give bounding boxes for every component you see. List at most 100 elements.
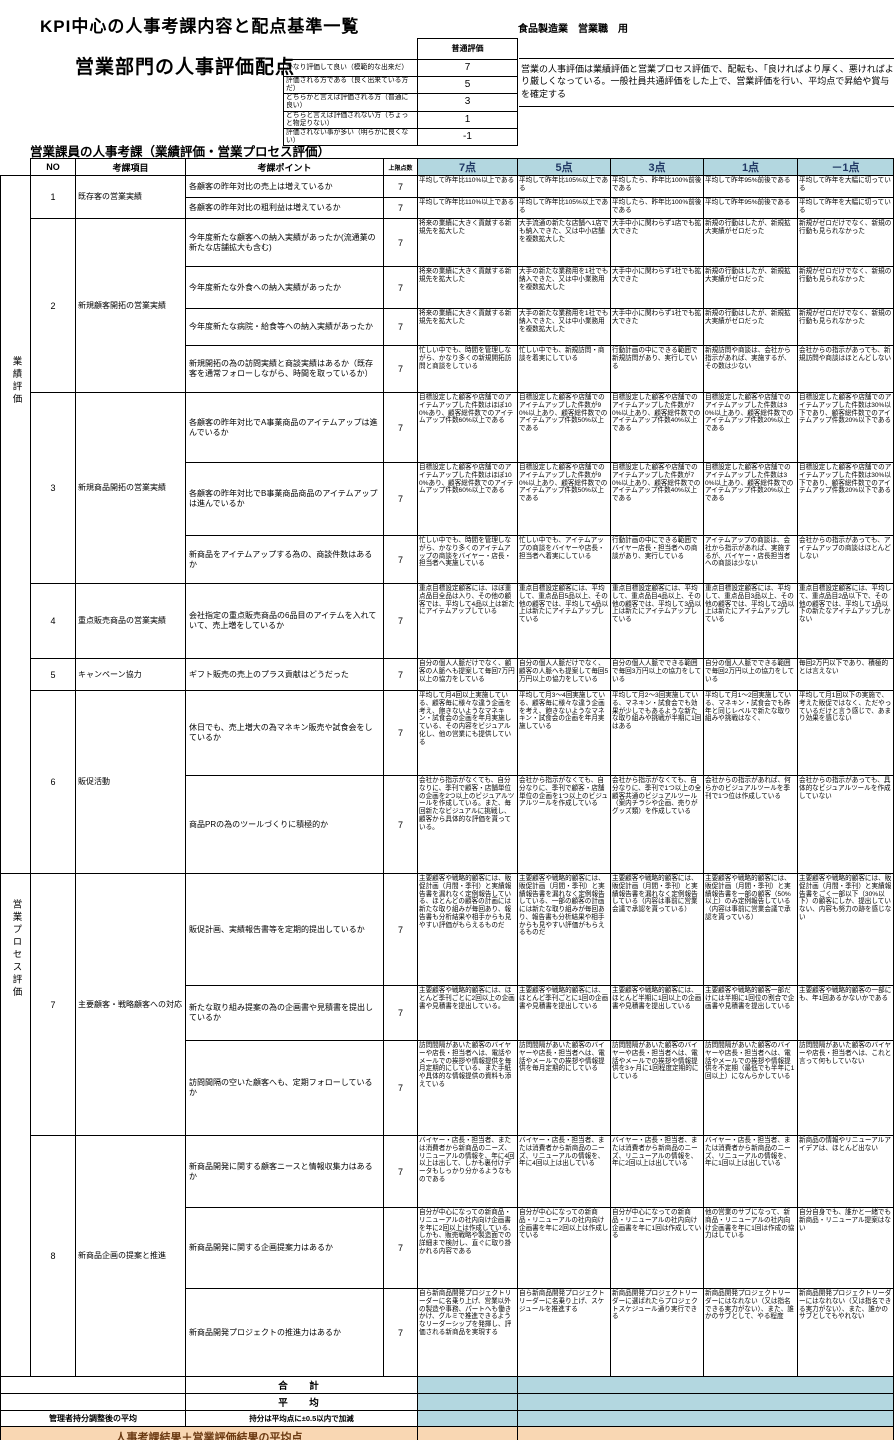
score7-cell: バイヤー・店長・担当者、または消費者から新商品のニーズ、リニューアルの情報を、年… (417, 1135, 518, 1208)
score3-cell: 行動計画の中にできる範囲でバイヤー店長・担当者への商談があり、実行している (610, 535, 704, 584)
table-row: 各顧客の昨年対比の粗利益は増えているか 7 平均して昨年比110%以上である 平… (1, 197, 894, 219)
score-minus1-cell: 主要顧客や戦略的顧客の一部にも、年1回あるかないかである (797, 985, 894, 1041)
score7-cell: 目標設定した顧客や店舗でのアイテムアップした件数はほぼ100%あり、顧客総件数で… (417, 392, 518, 463)
score-minus1-cell: 訪問間隔があいた顧客のバイヤーや店長・担当者へは、これと言って何もしていない (797, 1040, 894, 1136)
score7-cell: 忙しい中でも、時間を管理しながら、かなり多くの新規開拓訪問と商談をしている (417, 345, 518, 393)
table-row: 普通評価 (284, 38, 518, 60)
manager-adjust-label: 管理者持分調整後の平均 (0, 1410, 186, 1427)
limit-cell: 7 (383, 985, 418, 1041)
score-minus1-cell: 新商品開発プロジェクトリーダーにはなれない（又は指名できる実力がない）、また、誰… (797, 1288, 894, 1377)
score-minus1-cell: 会社からの指示があっても、新規訪問や商談はほとんどしない (797, 345, 894, 393)
score5-cell: 平均して昨年比105%以上である (517, 175, 611, 198)
col-header-1: 1点 (703, 158, 798, 176)
score-minus1-cell: 平均して昨年を大幅に切っている (797, 197, 894, 219)
allocation-value: 5 (417, 75, 518, 95)
col-header-limit: 上限点数 (383, 158, 418, 176)
col-header-3: 3点 (610, 158, 704, 176)
score3-cell: 目標設定した顧客や店舗でのアイテムアップした件数が70%以上あり、顧客総件数での… (610, 462, 704, 536)
score5-cell: 平均して昨年比105%以上である (517, 197, 611, 219)
score7-cell: 忙しい中でも、時間を管理しながら、かなり多くのアイテムアップの商談をバイヤー・店… (417, 535, 518, 584)
score5-cell: 会社から指示がなくても、自分なりに、季刊で顧客・店舗単位の企画を1つ以上のビジュ… (517, 775, 611, 874)
table-row: 新商品開発に関する企画提案力はあるか 7 自分が中心になっての新商品・リニューア… (1, 1207, 894, 1289)
score-minus1-cell: 新規がゼロだけでなく、新規の行動も見られなかった (797, 308, 894, 346)
score-minus1-cell: 目標設定した顧客や店舗でのアイテムアップした件数は30%以下であり、顧客総件数で… (797, 462, 894, 536)
score3-cell: 平均したら、昨年比100%前後である (610, 175, 704, 198)
allocation-label: どちらかと言えば評価される方（普通に良い） (283, 93, 418, 112)
score5-cell: 目標設定した顧客や店舗でのアイテムアップした件数が90%以上あり、顧客総件数での… (517, 392, 611, 463)
category-process: 営業プロセス評価 (0, 873, 31, 1377)
final-score-value-cell (517, 1426, 894, 1440)
score1-cell: 会社からの指示があれば、何らかのビジュアルツールを季刊で1つ位は作成している (703, 775, 798, 874)
score1-cell: 平均して月1～2回実施している、マネキン・試食会でも昨年と同じレベルで新たな取り… (703, 690, 798, 776)
allocation-label: 評価されない事が多い（明らかに良くない） (283, 127, 418, 147)
score3-cell: 大手中小に関わらず1社でも拡大できた (610, 266, 704, 309)
criteria-cell: ギフト販売の売上のプラス貢献はどうだった (185, 658, 384, 691)
allocation-table: 普通評価 かなり評価して良い（模範的な出来だ） 7 評価される方である（良く出来… (283, 38, 518, 147)
spacer-cell (284, 39, 418, 60)
limit-cell: 7 (383, 308, 418, 346)
manager-adjust-value-cell (417, 1410, 518, 1427)
score1-cell: 平均して昨年95%前後である (703, 197, 798, 219)
limit-cell: 7 (383, 266, 418, 309)
limit-cell: 7 (383, 392, 418, 463)
score-minus1-cell: 新規がゼロだけでなく、新規の行動も見られなかった (797, 218, 894, 267)
score5-cell: 平均して月3～4回実施している、顧客毎に様々な違う企画を考え、飽きないようなマネ… (517, 690, 611, 776)
score7-cell: 平均して昨年比110%以上である (417, 197, 518, 219)
allocation-value: 7 (417, 59, 518, 77)
table-row: かなり評価して良い（模範的な出来だ） 7 (283, 59, 518, 77)
group-no: 2 (30, 218, 76, 393)
score3-cell: バイヤー・店長・担当者、または消費者から新商品のニーズ、リニューアルの情報を、年… (610, 1135, 704, 1208)
final-score-row: 人事考課結果＋営業評価結果の平均点 (0, 1426, 894, 1440)
score1-cell: 目標設定した顧客や店舗でのアイテムアップした件数は30%以上あり、顧客総件数での… (703, 392, 798, 463)
score3-cell: 主要顧客や戦略的顧客には、ほとんど半期に1回以上の企画書や見積書を提出している (610, 985, 704, 1041)
score5-cell: 目標設定した顧客や店舗でのアイテムアップした件数が90%以上あり、顧客総件数での… (517, 462, 611, 536)
score1-cell: 訪問間隔があいた顧客のバイヤーや店長・担当者へは、電話やメールでの挨拶や情報提供… (703, 1040, 798, 1136)
header-row: NO 考課項目 考課ポイント 上限点数 7点 5点 3点 1点 －1点 (0, 158, 894, 176)
score7-cell: 平均して月4回以上実施している、顧客毎に様々な違う企画を考え、飽きないようなマネ… (417, 690, 518, 776)
allocation-label: かなり評価して良い（模範的な出来だ） (283, 59, 418, 77)
table-row: どちらと言えば評価されない方（ちょっと物足りない） 1 (283, 110, 518, 129)
manager-adjust-row: 管理者持分調整後の平均 持分は平均点に±0.5以内で加減 (0, 1410, 894, 1427)
score-minus1-cell: 自分自身でも、誰かと一緒でも新商品・リニューアル提案はない (797, 1207, 894, 1289)
limit-cell: 7 (383, 873, 418, 986)
limit-cell: 7 (383, 175, 418, 198)
score5-cell: 主要顧客や戦略的顧客には、販促計画（月間・季刊）と実績報告書を漏れなく定例報告し… (517, 873, 611, 986)
score7-cell: 将来の業績に大きく貢献する新規先を拡大した (417, 218, 518, 267)
group-label: 既存客の営業実績 (75, 175, 186, 219)
table-row: 営業プロセス評価 7 主要顧客・戦略顧客への対応 販促計画、実績報告書等を定期的… (0, 873, 894, 1377)
table-row: どちらかと言えば評価される方（普通に良い） 3 (283, 93, 518, 112)
criteria-cell: 各顧客の昨年対比でB事業商品商品のアイテムアップは進んでいるか (185, 462, 384, 536)
allocation-value: 1 (417, 110, 518, 129)
page-title: KPI中心の人事考課内容と配点基準一覧 (40, 17, 360, 36)
section-heading: 営業課員の人事考課（業績評価・営業プロセス評価） (30, 145, 331, 159)
score5-cell: 主要顧客や戦略的顧客には、ほとんど季刊ごとに1回の企画書や見積書を提出している (517, 985, 611, 1041)
manager-adjust-value-cell (517, 1410, 894, 1427)
score1-cell: バイヤー・店長・担当者、または消費者から新商品のニーズ、リニューアルの情報を、年… (703, 1135, 798, 1208)
limit-cell: 7 (383, 1207, 418, 1289)
table-row: 今年度新たな外食への納入実績があったか 7 将来の業績に大きく貢献する新規先を拡… (1, 266, 894, 309)
score-minus1-cell: 平均して昨年を大幅に切っている (797, 175, 894, 198)
limit-cell: 7 (383, 535, 418, 584)
criteria-cell: 新たな取り組み提案の為の企画書や見積書を提出しているか (185, 985, 384, 1041)
category-label: 業績評価 (10, 356, 22, 406)
table-row: 6 販促活動 休日でも、売上増大の為マネキン販売や試食会をしているか 7 平均し… (1, 690, 894, 874)
score7-cell: 自ら新商品開発プロジェクトリーダーに名乗り上げ、営業以外の製造や事務、パートへも… (417, 1288, 518, 1377)
allocation-value: 3 (417, 93, 518, 112)
table-row: 2 新規顧客開拓の営業実績 今年度新たな顧客への納入実績があったか(流通業の新た… (1, 218, 894, 393)
criteria-cell: 訪問間隔の空いた顧客へも、定期フォローしているか (185, 1040, 384, 1136)
total-label: 合 計 (185, 1376, 418, 1394)
score-minus1-cell: 会社からの指示があっても、アイテムアップの商談はほとんどしない (797, 535, 894, 584)
score1-cell: 他の営業のサブになって、新商品・リニューアルの社内向け企画書を年に1回は作成の協… (703, 1207, 798, 1289)
score7-cell: 主要顧客や戦略的顧客には、販促計画（月間・季刊）と実績報告書を漏れなく定例報告し… (417, 873, 518, 986)
group-no: 3 (30, 392, 76, 584)
limit-cell: 7 (383, 197, 418, 219)
score5-cell: バイヤー・店長・担当者、または消費者から新商品のニーズ、リニューアルの情報を、年… (517, 1135, 611, 1208)
score-minus1-cell: 重点目標設定顧客には、平均して、重点品目2品以下で、その他の顧客では、平均して1… (797, 583, 894, 659)
table-row: 評価されない事が多い（明らかに良くない） -1 (283, 127, 518, 147)
score7-cell: 将来の業績に大きく貢献する新規先を拡大した (417, 266, 518, 309)
score7-cell: 将来の業績に大きく貢献する新規先を拡大した (417, 308, 518, 346)
criteria-cell: 販促計画、実績報告書等を定期的提出しているか (185, 873, 384, 986)
score5-cell: 重点目標設定顧客には、平均して、重点品目5品以上、その他の顧客では、平均して4品… (517, 583, 611, 659)
score1-cell: 平均して昨年95%前後である (703, 175, 798, 198)
score1-cell: 目標設定した顧客や店舗でのアイテムアップした件数は30%以上あり、顧客総件数での… (703, 462, 798, 536)
